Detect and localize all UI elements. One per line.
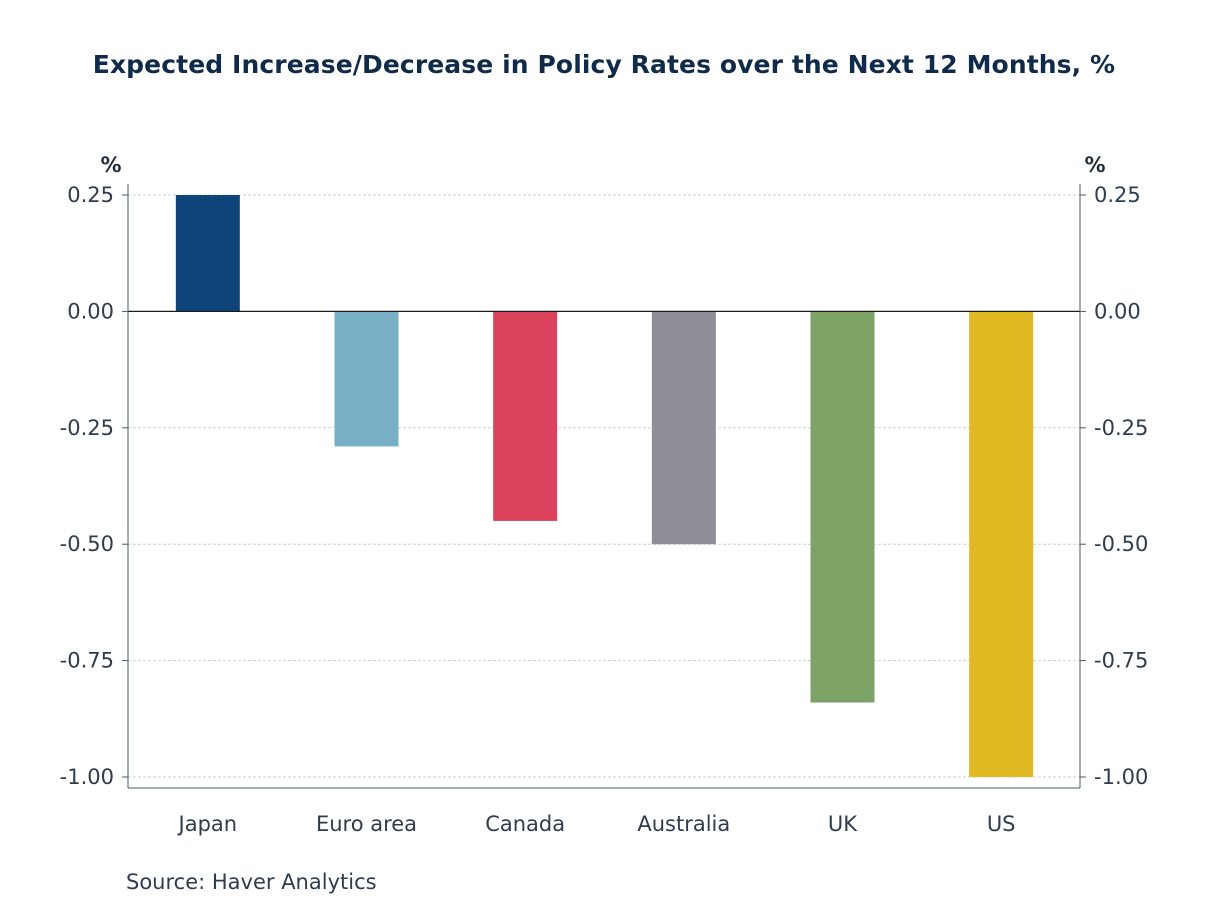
x-tick-label: UK bbox=[828, 812, 858, 836]
y-tick-label-left: -0.50 bbox=[60, 532, 114, 556]
bar-us bbox=[969, 311, 1034, 777]
bar-australia bbox=[651, 311, 716, 545]
axes bbox=[127, 184, 1081, 789]
source-note: Source: Haver Analytics bbox=[126, 870, 377, 894]
x-tick-label: Euro area bbox=[316, 812, 417, 836]
y-tick-label-right: -0.75 bbox=[1094, 649, 1148, 673]
x-tick-label: Japan bbox=[177, 812, 238, 836]
x-tick-label: Canada bbox=[485, 812, 565, 836]
y-axis-left-ticks: 0.25 0.00 -0.25 -0.50 -0.75 -1.00 bbox=[60, 183, 128, 789]
y-axis-left-unit: % bbox=[100, 153, 121, 177]
y-axis-right-unit: % bbox=[1084, 153, 1105, 177]
bars bbox=[175, 195, 1034, 777]
x-tick-label: US bbox=[987, 812, 1016, 836]
bar-uk bbox=[810, 311, 875, 703]
y-tick-label-right: -0.50 bbox=[1094, 532, 1148, 556]
x-axis-labels: Japan Euro area Canada Australia UK US bbox=[177, 812, 1016, 836]
y-tick-label-right: -1.00 bbox=[1094, 765, 1148, 789]
bar-canada bbox=[493, 311, 558, 521]
bar-japan bbox=[175, 195, 240, 312]
y-tick-label-right: 0.25 bbox=[1094, 183, 1141, 207]
y-tick-label-right: -0.25 bbox=[1094, 416, 1148, 440]
x-tick-label: Australia bbox=[637, 812, 730, 836]
y-tick-label-left: -0.25 bbox=[60, 416, 114, 440]
grid-lines bbox=[128, 194, 1080, 778]
bar-euro-area bbox=[334, 311, 399, 447]
y-tick-label-right: 0.00 bbox=[1094, 299, 1141, 323]
y-tick-label-left: -1.00 bbox=[60, 765, 114, 789]
y-tick-label-left: -0.75 bbox=[60, 649, 114, 673]
y-axis-right-ticks: 0.25 0.00 -0.25 -0.50 -0.75 -1.00 bbox=[1080, 183, 1148, 789]
chart-title: Expected Increase/Decrease in Policy Rat… bbox=[92, 50, 1116, 79]
y-tick-label-left: 0.00 bbox=[67, 299, 114, 323]
y-tick-label-left: 0.25 bbox=[67, 183, 114, 207]
